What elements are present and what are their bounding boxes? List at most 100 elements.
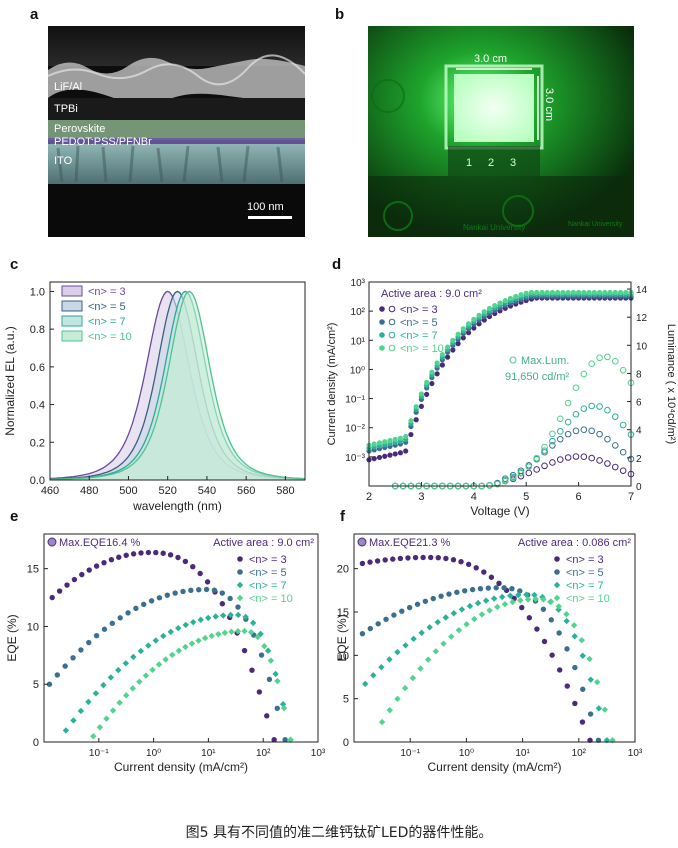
width-label: 3.0 cm: [474, 53, 507, 65]
lum-point: [619, 467, 627, 474]
lum-point: [564, 399, 572, 407]
j-point: [623, 289, 629, 296]
panel-label-b: b: [335, 6, 345, 23]
eqe-point: [571, 633, 578, 640]
eqe-point: [101, 626, 108, 632]
eqe-point: [258, 652, 265, 658]
legend-label-3: <n> = 10: [249, 593, 293, 605]
eqe-point: [422, 598, 429, 604]
pixel-number-2: 2: [488, 157, 494, 169]
active-area-label: Active area : 9.0 cm²: [381, 288, 482, 300]
lum-point: [580, 370, 588, 378]
j-point: [555, 289, 561, 296]
eqe-point: [556, 667, 563, 673]
max-lum-title: Max.Lum.: [521, 355, 569, 367]
eqe-point: [219, 590, 225, 596]
chart-f: 10⁻¹ 10⁰ 10¹ 10² 10³ 0 5 10 15 20 Current density …: [330, 520, 678, 782]
y2-tick-label-5: 10: [636, 341, 648, 352]
eqe-point: [593, 678, 601, 686]
j-point: [534, 289, 540, 296]
eqe-point: [446, 591, 452, 597]
eqe-point: [256, 689, 263, 695]
eqe-point: [123, 552, 129, 559]
eqe-point: [175, 647, 183, 654]
eqe-point: [92, 690, 100, 697]
j-point: [382, 439, 388, 445]
chart-d: 2 3 4 5 6 7 10⁻³ 10⁻² 10⁻¹ 10⁰ 10¹ 10² 10³ 0 2 4 6 8 10 12 1…: [325, 268, 678, 518]
eqe-point: [572, 700, 578, 707]
eqe-point: [208, 632, 215, 640]
eqe-point: [394, 695, 401, 703]
eqe-point: [70, 655, 76, 661]
chart-c: 460 480 500 520 540 560 580 0.0 0.2 0.4 0.6 0.8 1.0 w…: [0, 268, 330, 513]
lum-point: [611, 463, 619, 471]
j-point: [481, 309, 487, 315]
x-axis-label: Current density (mA/cm²): [427, 760, 561, 774]
j-point: [586, 289, 592, 296]
j-point: [387, 452, 393, 458]
lum-point: [588, 454, 596, 462]
j-point: [434, 371, 440, 377]
eqe-point: [482, 597, 490, 604]
eqe-point: [473, 565, 479, 571]
eqe-point: [46, 681, 53, 687]
max-eqe-label: Max.EQE16.4 %: [59, 537, 141, 549]
eqe-point: [266, 676, 273, 683]
eqe-point: [108, 556, 115, 563]
x-tick-label-2: 4: [471, 491, 477, 503]
eqe-point: [62, 663, 68, 669]
eqe-point: [406, 604, 413, 611]
x-tick-label-4: 6: [576, 491, 582, 503]
j-point: [450, 347, 456, 353]
eqe-point: [211, 587, 218, 593]
university-text: Nankai University: [463, 223, 525, 232]
university-text-2: Nankai University: [568, 221, 623, 228]
eqe-point: [274, 677, 281, 685]
y-tick-label-0: 0: [33, 737, 39, 749]
lum-point: [549, 437, 556, 445]
lum-point: [619, 366, 627, 374]
eqe-point: [383, 616, 389, 622]
pixel-number-1: 1: [466, 157, 472, 169]
legend-label-2: <n> = 7: [400, 330, 438, 342]
eqe-point: [481, 569, 487, 575]
lum-point: [494, 480, 501, 488]
eqe-point: [122, 660, 130, 667]
eqe-point: [490, 595, 498, 602]
lum-point: [619, 421, 627, 429]
j-point: [403, 448, 409, 454]
eqe-point: [116, 699, 123, 706]
eqe-point: [478, 611, 486, 618]
eqe-point: [93, 563, 100, 569]
panel-label-e: e: [10, 508, 19, 525]
eqe-point: [458, 558, 464, 565]
j-point: [523, 290, 529, 296]
eqe-point: [564, 683, 570, 689]
eqe-point: [109, 620, 116, 627]
eqe-point: [261, 642, 268, 650]
eqe-point: [548, 617, 554, 623]
legend-marker-2: [553, 581, 561, 589]
eqe-point: [85, 698, 92, 706]
x-tick-label-1: 3: [418, 491, 424, 503]
lum-point: [588, 360, 596, 367]
j-point: [387, 437, 393, 444]
eqe-point: [234, 611, 242, 619]
lum-point: [604, 435, 611, 443]
eqe-point: [440, 640, 447, 647]
legend-swatch-3: [61, 330, 83, 342]
x-tick-label-0: 2: [366, 491, 372, 503]
eqe-point: [532, 595, 539, 603]
lum-point: [580, 426, 588, 434]
j-point: [549, 289, 555, 296]
j-point: [607, 289, 613, 296]
eqe-point: [54, 672, 61, 678]
eqe-point: [205, 614, 212, 622]
eqe-point: [570, 622, 578, 629]
eqe-point: [412, 554, 419, 561]
j-point: [528, 289, 535, 296]
eqe-point: [155, 661, 163, 668]
eqe-point: [563, 610, 570, 618]
lum-point: [611, 442, 619, 449]
x-tick-label-4: 10³: [311, 748, 326, 759]
